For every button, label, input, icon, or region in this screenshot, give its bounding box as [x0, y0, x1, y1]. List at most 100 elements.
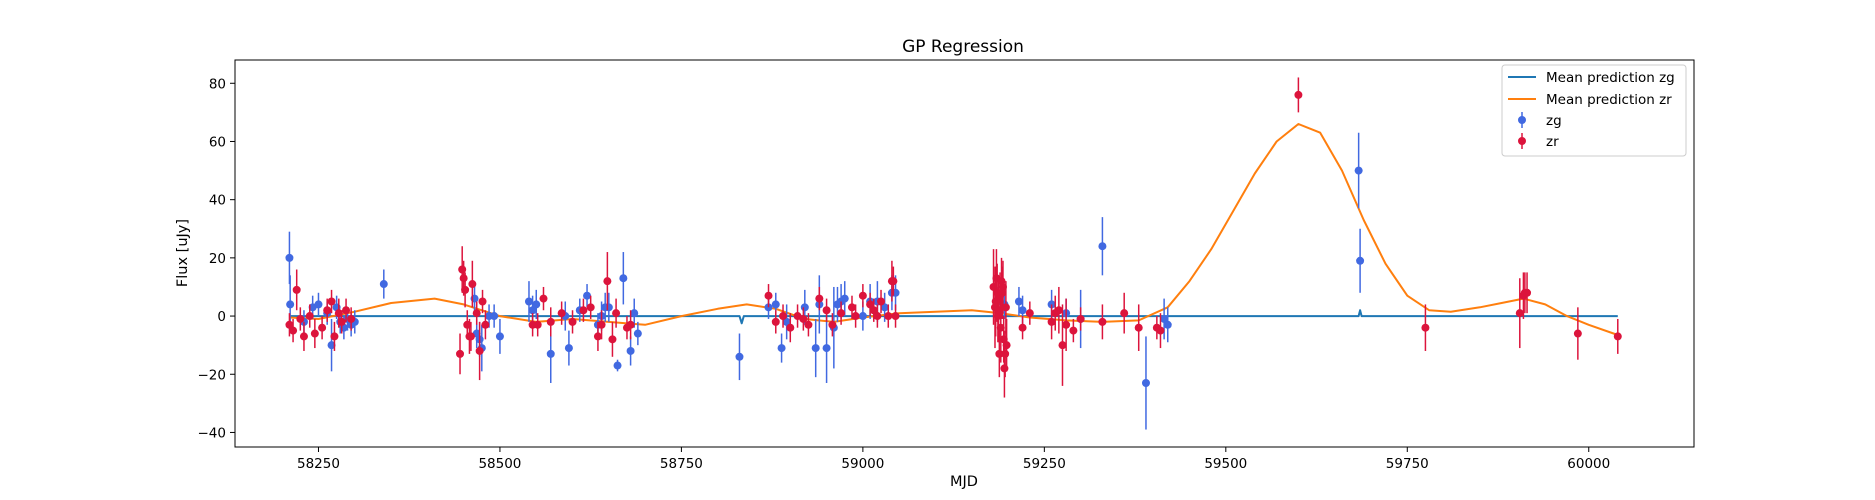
zg-point — [495, 332, 504, 341]
y-tick-label: −40 — [198, 425, 227, 441]
zr-point — [847, 303, 856, 312]
zg-point — [1356, 256, 1365, 265]
zg-point — [800, 303, 809, 312]
zr-point — [1573, 329, 1582, 338]
zg-point — [735, 352, 744, 361]
zr-point — [579, 306, 588, 315]
zg-point — [633, 329, 642, 338]
chart-title: GP Regression — [902, 37, 1024, 57]
zr-point — [481, 320, 490, 329]
zg-point — [314, 300, 323, 309]
zr-point — [858, 291, 867, 300]
zr-point — [593, 332, 602, 341]
zg-point — [286, 300, 295, 309]
zr-point — [804, 320, 813, 329]
zg-point — [1160, 314, 1169, 323]
zr-point — [568, 317, 577, 326]
axes-frame — [234, 59, 1695, 448]
zg-point — [524, 297, 533, 306]
zr-point — [1062, 320, 1071, 329]
zr-point — [1294, 90, 1303, 99]
legend-label-line-zg: Mean prediction zg — [1546, 70, 1675, 86]
y-tick-label: 60 — [209, 134, 226, 150]
zg-point — [811, 344, 820, 353]
data-points — [285, 77, 1622, 430]
x-tick-label: 58500 — [478, 456, 521, 472]
zr-point — [466, 332, 475, 341]
zg-point — [840, 294, 849, 303]
zg-point — [858, 312, 867, 321]
zr-point — [779, 312, 788, 321]
zg-point — [1014, 297, 1023, 306]
zr-point — [461, 285, 470, 294]
zr-point — [472, 309, 481, 318]
zr-point — [626, 320, 635, 329]
zr-point — [996, 323, 1005, 332]
y-tick-label: 20 — [209, 251, 226, 267]
zg-point — [822, 344, 831, 353]
zg-point — [630, 309, 639, 318]
zr-point — [866, 300, 875, 309]
x-axis: 58250 58500 58750 59000 59250 59500 59750 60000 — [297, 447, 1610, 472]
zr-point — [327, 297, 336, 306]
zr-point — [837, 309, 846, 318]
zr-point — [1076, 314, 1085, 323]
zr-point — [318, 323, 327, 332]
zr-point — [786, 323, 795, 332]
zr-point — [851, 312, 860, 321]
zr-point — [330, 332, 339, 341]
zg-point — [546, 349, 555, 358]
plot-area — [234, 59, 1695, 448]
legend-label-points-zg: zg — [1546, 113, 1562, 129]
zr-point — [305, 312, 314, 321]
zg-point — [777, 344, 786, 353]
zg-point — [1354, 166, 1363, 175]
x-tick-label: 58250 — [297, 456, 340, 472]
zr-point — [1421, 323, 1430, 332]
zg-point — [528, 306, 537, 315]
zr-point — [557, 309, 566, 318]
zg-point — [1098, 242, 1107, 251]
y-axis: −40 −20 0 20 40 60 80 — [198, 76, 235, 441]
zg-point — [782, 317, 791, 326]
zr-point — [475, 346, 484, 355]
zr-point — [1054, 306, 1063, 315]
zr-point — [1069, 326, 1078, 335]
zr-point — [1098, 317, 1107, 326]
zg-point — [626, 346, 635, 355]
zr-point — [889, 277, 898, 286]
zg-point — [613, 361, 622, 370]
legend-label-points-zr: zr — [1546, 134, 1559, 150]
zr-point — [877, 297, 886, 306]
zr-point — [603, 277, 612, 286]
zr-point — [289, 326, 298, 335]
zr-point — [468, 280, 477, 289]
zr-point — [334, 309, 343, 318]
zr-point — [597, 320, 606, 329]
zr-point — [873, 312, 882, 321]
zr-point — [478, 297, 487, 306]
zr-point — [533, 320, 542, 329]
zr-point — [299, 332, 308, 341]
y-axis-title: Flux [uJy] — [175, 219, 191, 287]
zg-point — [327, 341, 336, 350]
y-tick-label: 80 — [209, 76, 226, 92]
zr-point — [546, 317, 555, 326]
legend: Mean prediction zg Mean prediction zr zg… — [1501, 64, 1687, 157]
legend-zr-marker-dot — [1518, 137, 1526, 145]
zr-point — [459, 274, 468, 283]
zr-point — [342, 306, 351, 315]
x-tick-label: 59000 — [841, 456, 884, 472]
zr-point — [1120, 309, 1129, 318]
x-tick-label: 59750 — [1386, 456, 1429, 472]
zr-point — [296, 314, 305, 323]
zr-point — [764, 291, 773, 300]
zr-point — [1515, 309, 1524, 318]
zr-point — [1134, 323, 1143, 332]
zr-point — [323, 306, 332, 315]
zr-point — [1001, 349, 1010, 358]
y-tick-label: −20 — [198, 367, 227, 383]
zg-point — [1141, 378, 1150, 387]
zg-point — [880, 303, 889, 312]
